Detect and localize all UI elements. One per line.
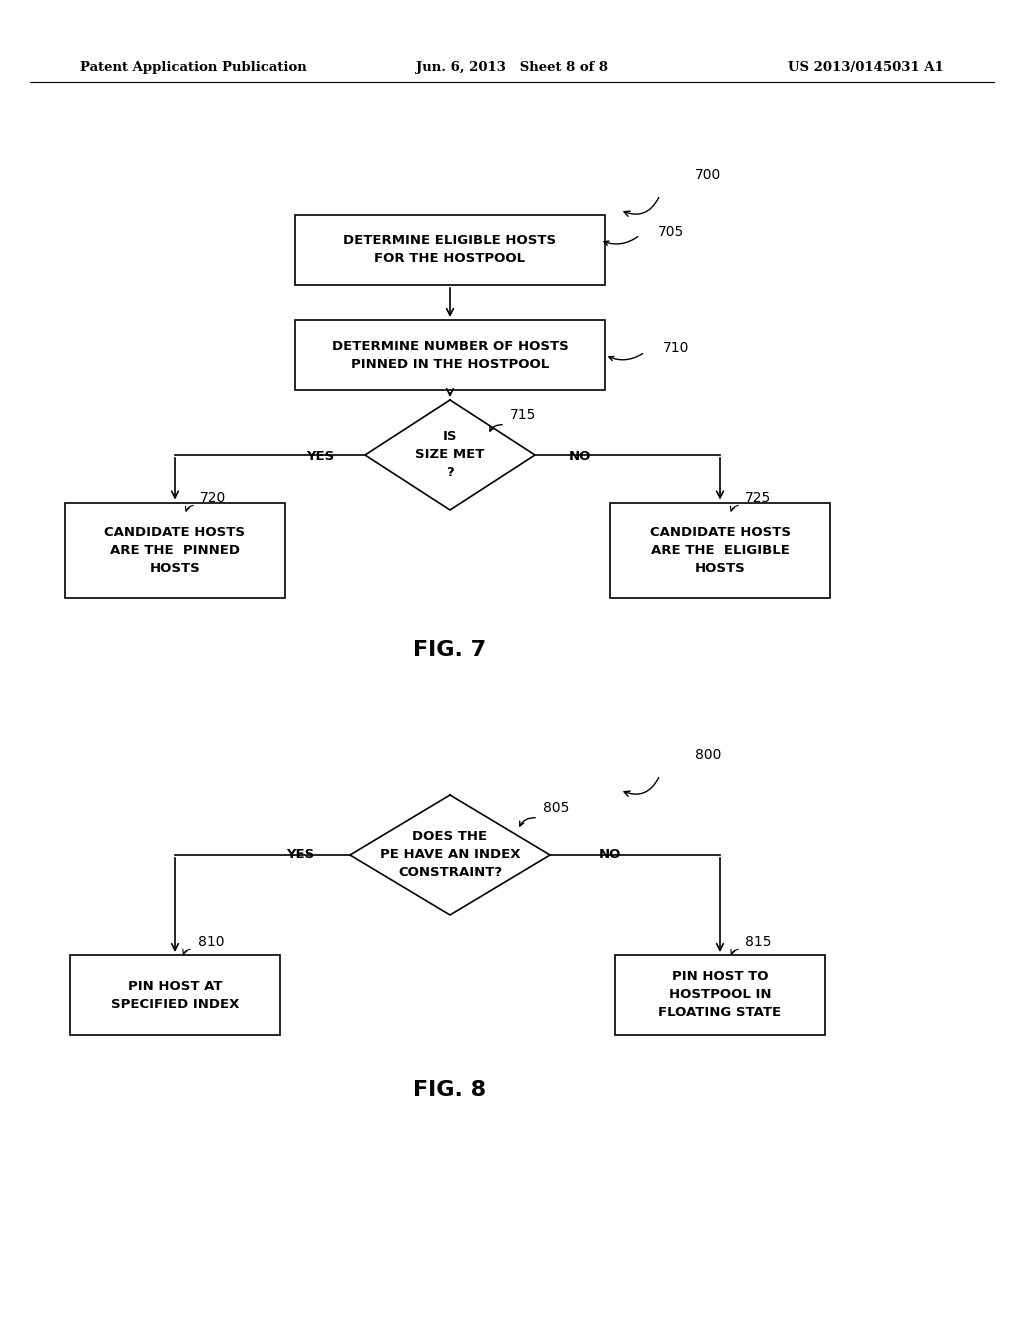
Text: 815: 815 (745, 935, 771, 949)
Text: FIG. 7: FIG. 7 (414, 640, 486, 660)
Text: 725: 725 (745, 491, 771, 506)
Bar (610, 503, 830, 598)
Text: US 2013/0145031 A1: US 2013/0145031 A1 (788, 62, 944, 74)
Text: DETERMINE NUMBER OF HOSTS
PINNED IN THE HOSTPOOL: DETERMINE NUMBER OF HOSTS PINNED IN THE … (332, 339, 568, 371)
Bar (615, 954, 825, 1035)
Polygon shape (365, 400, 535, 510)
Text: Jun. 6, 2013   Sheet 8 of 8: Jun. 6, 2013 Sheet 8 of 8 (416, 62, 608, 74)
Text: DETERMINE ELIGIBLE HOSTS
FOR THE HOSTPOOL: DETERMINE ELIGIBLE HOSTS FOR THE HOSTPOO… (343, 235, 557, 265)
Text: 805: 805 (543, 801, 569, 814)
Text: CANDIDATE HOSTS
ARE THE  PINNED
HOSTS: CANDIDATE HOSTS ARE THE PINNED HOSTS (104, 525, 246, 574)
Text: Patent Application Publication: Patent Application Publication (80, 62, 307, 74)
Text: 705: 705 (658, 224, 684, 239)
Text: 700: 700 (695, 168, 721, 182)
Text: 720: 720 (200, 491, 226, 506)
Text: CANDIDATE HOSTS
ARE THE  ELIGIBLE
HOSTS: CANDIDATE HOSTS ARE THE ELIGIBLE HOSTS (649, 525, 791, 574)
Text: NO: NO (599, 849, 622, 862)
Text: YES: YES (286, 849, 314, 862)
Bar (295, 319, 605, 389)
Text: DOES THE
PE HAVE AN INDEX
CONSTRAINT?: DOES THE PE HAVE AN INDEX CONSTRAINT? (380, 830, 520, 879)
Text: YES: YES (306, 450, 334, 463)
Text: 715: 715 (510, 408, 537, 422)
Text: NO: NO (568, 450, 591, 463)
Text: IS
SIZE MET
?: IS SIZE MET ? (416, 430, 484, 479)
Text: PIN HOST TO
HOSTPOOL IN
FLOATING STATE: PIN HOST TO HOSTPOOL IN FLOATING STATE (658, 970, 781, 1019)
Text: 710: 710 (663, 341, 689, 355)
Bar (65, 503, 285, 598)
Text: PIN HOST AT
SPECIFIED INDEX: PIN HOST AT SPECIFIED INDEX (111, 979, 240, 1011)
Bar (295, 215, 605, 285)
Text: 810: 810 (198, 935, 224, 949)
Polygon shape (350, 795, 550, 915)
Text: FIG. 8: FIG. 8 (414, 1080, 486, 1100)
Text: 800: 800 (695, 748, 721, 762)
Bar (70, 954, 280, 1035)
